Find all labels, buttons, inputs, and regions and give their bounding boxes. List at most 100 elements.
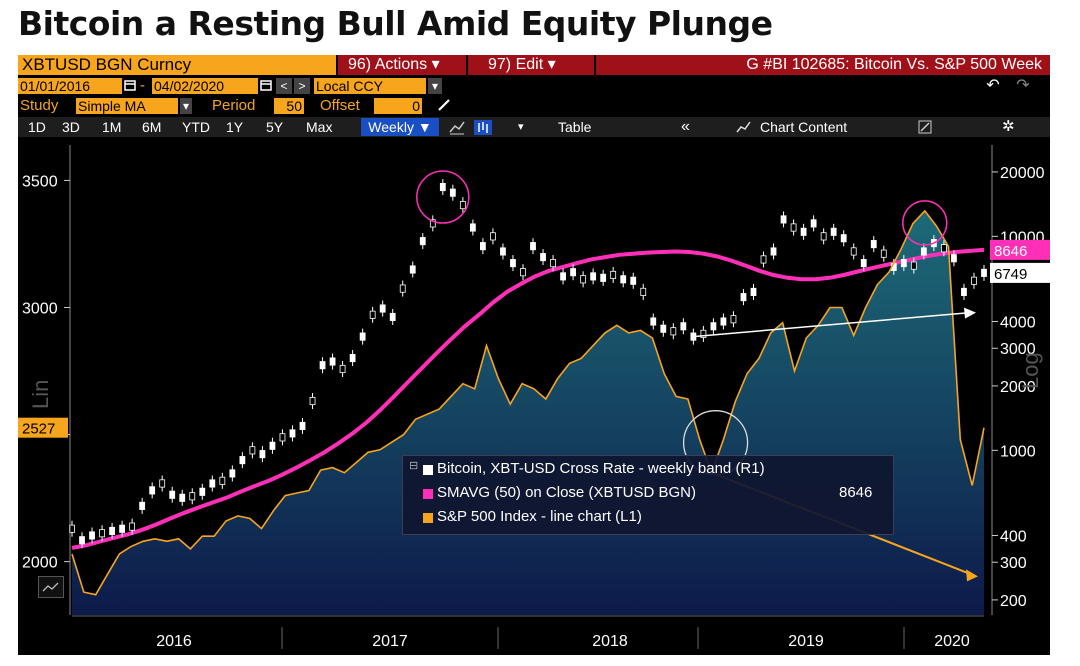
- period-input[interactable]: 50: [274, 98, 304, 114]
- bitcoin-band-candle: [289, 429, 296, 438]
- legend-label-bitcoin: Bitcoin, XBT-USD Cross Rate - weekly ban…: [437, 460, 765, 477]
- line-chart-icon[interactable]: [448, 117, 466, 141]
- offset-input[interactable]: 0: [374, 98, 422, 114]
- calendar-icon[interactable]: [260, 78, 272, 94]
- bitcoin-band-candle: [349, 353, 356, 363]
- bitcoin-band-candle: [800, 227, 807, 236]
- table-button[interactable]: Table: [558, 119, 592, 135]
- bitcoin-band-candle: [339, 364, 346, 374]
- sp500-trend-arrowhead: [966, 569, 978, 582]
- bitcoin-band-candle: [961, 287, 967, 296]
- redo-icon[interactable]: ↷: [1016, 77, 1030, 94]
- currency-select[interactable]: Local CCY: [314, 78, 426, 94]
- bitcoin-value-tag: 6749: [994, 266, 1027, 283]
- range-button-5y[interactable]: 5Y: [266, 119, 284, 135]
- bitcoin-band-candle: [880, 249, 887, 258]
- bitcoin-band-candle: [680, 322, 687, 331]
- range-button-6m[interactable]: 6M: [142, 119, 162, 135]
- bitcoin-band-candle: [209, 479, 216, 488]
- bitcoin-band-candle: [860, 259, 867, 268]
- actions-button[interactable]: 96) Actions ▾: [338, 55, 466, 75]
- edit-button[interactable]: 97) Edit ▾: [468, 55, 594, 75]
- legend-label-sma: SMAVG (50) on Close (XBTUSD BGN): [437, 484, 696, 501]
- bitcoin-band-candle: [139, 501, 146, 510]
- chevron-down-icon[interactable]: ▾: [428, 78, 442, 94]
- bitcoin-band-candle: [279, 433, 286, 442]
- chevron-down-icon[interactable]: ▾: [180, 98, 192, 114]
- edit-icon[interactable]: [918, 117, 932, 139]
- calendar-icon[interactable]: [124, 78, 136, 94]
- frequency-select[interactable]: Weekly ▼: [361, 118, 439, 136]
- bitcoin-band-candle: [409, 265, 416, 274]
- gear-icon[interactable]: ✲: [1002, 118, 1015, 135]
- legend-swatch-sma: [423, 489, 433, 499]
- bitcoin-band-candle: [790, 223, 797, 232]
- right-axis-tick-label: 20000: [1000, 165, 1045, 182]
- sp500-value-tag: 2527: [22, 421, 55, 438]
- chart-content-button[interactable]: Chart Content: [760, 119, 848, 135]
- terminal-window: XBTUSD BGN Curncy 96) Actions ▾ 97) Edit…: [18, 55, 1050, 655]
- sma-value-tag-bg: [990, 239, 1050, 260]
- start-date-field[interactable]: 01/01/2016: [18, 78, 122, 94]
- undo-icon[interactable]: ↶: [986, 77, 1000, 94]
- legend-value-sma: 8646: [839, 484, 873, 501]
- bitcoin-band-candle: [319, 361, 326, 370]
- range-button-3d[interactable]: 3D: [62, 119, 80, 135]
- bitcoin-band-candle: [830, 227, 837, 236]
- sp500-line: [71, 209, 985, 596]
- bitcoin-trend-arrow: [693, 311, 971, 338]
- x-axis-tick-label: 2019: [788, 633, 824, 650]
- bitcoin-band-candle: [229, 469, 236, 478]
- mini-chart-icon[interactable]: [38, 576, 64, 598]
- bitcoin-band-candle: [520, 268, 526, 277]
- range-button-1y[interactable]: 1Y: [226, 119, 244, 135]
- bitcoin-band-candle: [429, 219, 436, 228]
- bitcoin-band-candle: [379, 304, 386, 313]
- right-axis-tick-label: 2000: [1000, 379, 1036, 396]
- bitcoin-band-candle: [249, 446, 256, 455]
- study-select[interactable]: Simple MA: [76, 98, 178, 114]
- bitcoin-band-candle: [620, 275, 627, 284]
- chart-id-bar: G #BI 102685: Bitcoin Vs. S&P 500 Week: [596, 55, 1050, 75]
- pencil-icon[interactable]: [436, 98, 452, 114]
- bitcoin-band-candle: [910, 261, 917, 270]
- sp500-value-tag-bg: [18, 417, 68, 438]
- bitcoin-band-candle: [480, 242, 486, 251]
- bitcoin-band-candle: [580, 275, 587, 284]
- collapse-button[interactable]: «: [681, 118, 690, 135]
- bitcoin-band-candle: [600, 273, 607, 282]
- ticker-text: XBTUSD BGN Curncy: [22, 55, 192, 74]
- bitcoin-band-candle: [740, 293, 747, 302]
- chart-content-icon[interactable]: [736, 117, 752, 140]
- end-date-field[interactable]: 04/02/2020: [152, 78, 258, 94]
- bitcoin-band-candle: [510, 259, 516, 268]
- range-button-1d[interactable]: 1D: [28, 119, 46, 135]
- bitcoin-band-candle: [369, 310, 376, 319]
- page-title: Bitcoin a Resting Bull Amid Equity Plung…: [18, 4, 773, 43]
- sp500-area-fill: [72, 210, 984, 615]
- bitcoin-band-candle: [449, 188, 456, 197]
- range-button-1m[interactable]: 1M: [102, 119, 122, 135]
- range-button-max[interactable]: Max: [306, 119, 333, 135]
- left-axis-label: Lin: [28, 380, 53, 409]
- bitcoin-band-candle: [650, 317, 657, 326]
- bitcoin-band-candle: [750, 287, 757, 296]
- bitcoin-band-candle: [309, 396, 316, 406]
- right-axis-tick-label: 4000: [1000, 315, 1036, 332]
- chevron-right-icon[interactable]: >: [294, 78, 310, 94]
- chevron-down-icon[interactable]: ▾: [518, 121, 524, 133]
- sma-line: [71, 247, 985, 550]
- bitcoin-band-candle: [951, 254, 957, 263]
- period-label: Period: [212, 97, 256, 114]
- sma-value-tag: 8646: [994, 243, 1027, 260]
- range-button-ytd[interactable]: YTD: [182, 119, 210, 135]
- legend-label-sp500: S&P 500 Index - line chart (L1): [437, 508, 642, 525]
- ticker-field[interactable]: XBTUSD BGN Curncy: [18, 55, 336, 75]
- bitcoin-band-candle: [870, 240, 877, 249]
- chevron-left-icon[interactable]: <: [276, 78, 292, 94]
- bar-chart-icon[interactable]: [474, 117, 492, 141]
- legend-group-marker: ⊟: [409, 460, 419, 472]
- bitcoin-band-candle: [219, 476, 226, 485]
- bitcoin-band-candle: [770, 247, 777, 256]
- bitcoin-band-candle: [981, 268, 987, 277]
